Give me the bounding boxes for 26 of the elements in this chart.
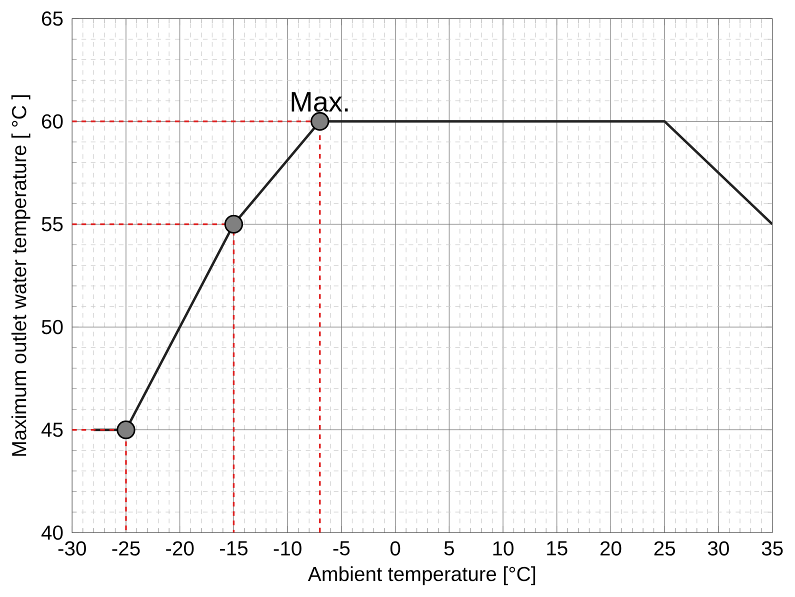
point (310, 112, 330, 131)
y-tick-label: 65 (42, 12, 63, 26)
x-tick-label: 20 (600, 541, 622, 556)
x-tick-label: -25 (112, 541, 140, 556)
y-tick-label: 60 (42, 114, 63, 129)
y-tick-label: 55 (42, 217, 63, 232)
y-tick-label: 50 (42, 320, 63, 334)
x-tick-label: 25 (654, 541, 676, 556)
x-tick-label: -5 (333, 541, 350, 556)
y-tick-label: 45 (41, 422, 63, 438)
x-tick-label: 0 (390, 541, 400, 556)
x-tick-label: -30 (58, 541, 86, 556)
x-axis-title: Ambient temperature [°C] (308, 566, 536, 586)
point (224, 215, 244, 234)
x-tick-label: -10 (274, 541, 302, 556)
x-tick-label: 5 (444, 541, 454, 556)
x-tick-label: 30 (708, 541, 729, 556)
annotation: Max. (292, 92, 348, 112)
y-axis-title: Maximum outlet water temperature [ °C ] (11, 95, 30, 456)
x-tick-label: 35 (762, 541, 783, 556)
x-tick-label: -20 (166, 541, 194, 556)
point (116, 420, 136, 440)
x-tick-label: 10 (493, 541, 514, 556)
y-tick-label: 40 (41, 526, 63, 540)
x-tick-label: -15 (220, 541, 248, 556)
x-tick-label: 15 (547, 541, 568, 556)
